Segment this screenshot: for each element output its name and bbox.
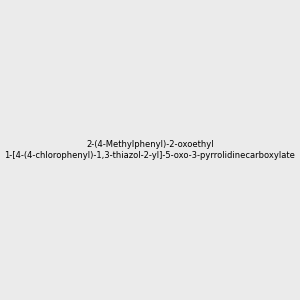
Text: 2-(4-Methylphenyl)-2-oxoethyl 1-[4-(4-chlorophenyl)-1,3-thiazol-2-yl]-5-oxo-3-py: 2-(4-Methylphenyl)-2-oxoethyl 1-[4-(4-ch…: [4, 140, 296, 160]
